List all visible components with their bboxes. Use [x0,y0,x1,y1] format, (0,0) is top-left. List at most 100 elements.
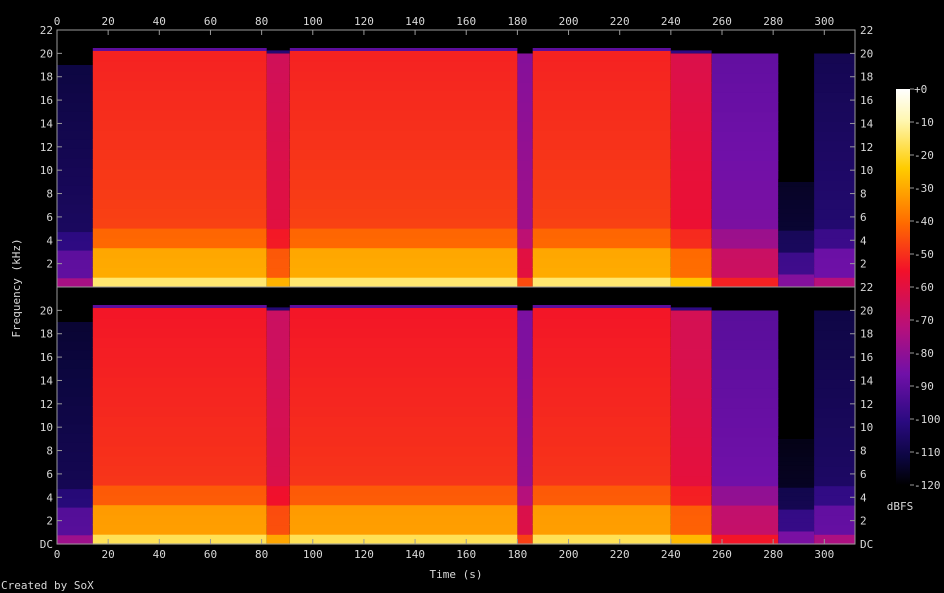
spectrogram-cell [289,337,518,348]
spectrogram-cell [289,308,518,319]
colorbar-tick-label: -110 [914,446,941,459]
spectrogram-cell [814,121,855,132]
spectrogram-cell [289,267,518,278]
spectrogram-cell [532,386,671,398]
spectrogram-cell [670,218,712,230]
colorbar-label: dBFS [887,500,914,513]
spectrogram-cell [57,213,93,223]
spectrogram-cell [670,388,712,399]
spectrogram-cell [532,80,671,91]
spectrogram-cell [711,388,779,399]
spectrogram-cell [92,247,267,259]
y-tick-label: DC [860,538,873,551]
spectrogram-cell [711,329,779,341]
spectrogram-cell [670,398,712,409]
spectrogram-cutoff-edge [92,48,267,51]
y-axis-title: Frequency (kHz) [10,238,23,337]
spectrogram-cell [532,228,671,239]
spectrogram-cell [517,179,533,191]
spectrogram-cell [778,247,815,253]
spectrogram-cell [266,339,290,350]
spectrogram-cell [814,495,855,506]
spectrogram-cell [266,218,290,230]
spectrogram-cell [92,159,267,170]
spectrogram-cell [711,417,779,428]
spectrogram-cell [670,170,712,181]
spectrogram-cell [57,396,93,406]
spectrogram-cell [266,277,290,288]
spectrogram-cell [778,181,815,187]
spectrogram-cell [517,446,533,457]
spectrogram-cell [266,446,290,457]
spectrogram-cell [92,337,267,348]
spectrogram-cell [266,228,290,239]
spectrogram-cell [289,169,518,180]
spectrogram-cutoff-edge [778,435,815,439]
spectrogram-cell [670,505,712,516]
spectrogram-cell [711,141,779,152]
spectrogram-cell [711,505,779,516]
spectrogram-cell [92,169,267,180]
spectrogram-cell [289,406,518,417]
spectrogram-cell [532,267,671,278]
x-tick-label: 240 [661,548,681,561]
spectrogram-cell [670,495,712,506]
spectrogram-cell [814,407,855,418]
spectrogram-cell [532,455,671,466]
channel-2-spectrogram [57,287,855,545]
spectrogram-cell [670,320,712,331]
x-tick-label: 20 [102,548,115,561]
spectrogram-cell [532,139,671,150]
spectrogram-cell [266,63,290,74]
x-tick-label: 240 [661,15,681,28]
y-tick-label: 2 [46,258,53,271]
spectrogram-cell [711,310,779,321]
colorbar-tick-label: -100 [914,413,941,426]
x-tick-label: 80 [255,15,268,28]
spectrogram-cell [266,456,290,467]
spectrogram-cell [92,435,267,447]
spectrogram-cell [266,141,290,152]
spectrogram-cell [814,238,855,249]
spectrogram-cell [670,228,712,239]
x-tick-label: 260 [712,15,732,28]
spectrogram-cell [532,504,671,516]
spectrogram-cell [289,60,518,72]
spectrogram-cell [814,514,855,526]
spectrogram-cell [266,199,290,210]
y-tick-label: 8 [46,188,53,201]
spectrogram-cell [711,218,779,230]
spectrogram-cell [814,131,855,142]
spectrogram-cell [778,238,815,244]
x-tick-label: 300 [814,15,834,28]
spectrogram-cell [266,121,290,132]
spectrogram-cutoff-edge [814,307,855,311]
spectrogram-cell [289,327,518,339]
spectrogram-cell [532,188,671,200]
spectrogram-cell [266,505,290,516]
spectrogram-cell [92,347,267,358]
x-tick-label: 60 [204,548,217,561]
spectrogram-cell [532,494,671,506]
spectrogram-cell [289,277,518,288]
spectrogram-cell [57,534,93,545]
spectrogram-cell [57,368,93,379]
spectrogram-cell [778,447,815,453]
spectrogram-cell [92,494,267,506]
spectrogram-cell [670,92,712,103]
spectrogram-cell [711,436,779,448]
x-tick-label: 100 [303,548,323,561]
spectrogram-cell [532,169,671,180]
spectrogram-cell [532,100,671,111]
spectrogram-cell [517,92,533,103]
x-tick-label: 40 [153,548,166,561]
spectrogram-cell [289,139,518,150]
spectrogram-cell [778,460,815,466]
spectrogram-cell [517,170,533,181]
spectrogram-cell [711,495,779,506]
spectrogram-cell [289,504,518,516]
spectrogram-cell [711,378,779,389]
spectrogram-cell [289,228,518,239]
spectrogram-cell [266,248,290,259]
spectrogram-cell [670,179,712,191]
